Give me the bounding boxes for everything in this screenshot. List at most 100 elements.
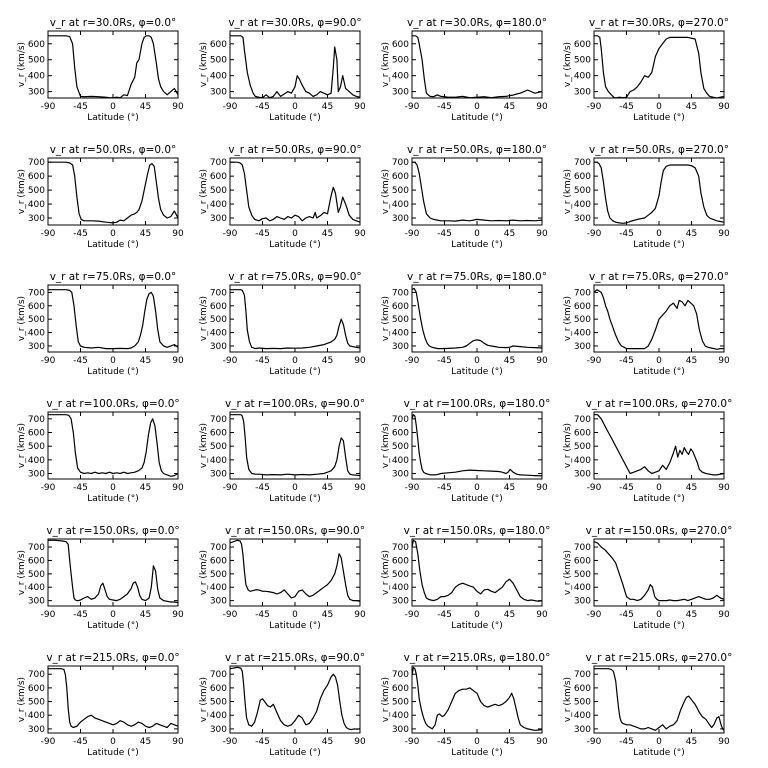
y-tick-label: 600 (210, 172, 227, 182)
panel: v_r at r=50.0Rs, φ=180.0° -90 -45 0 45 90 300 4… (381, 144, 548, 250)
x-tick-label: 0 (292, 737, 298, 747)
x-tick-label: -45 (73, 610, 88, 620)
y-tick-label: 600 (392, 40, 409, 50)
y-tick-label: 700 (28, 670, 45, 680)
x-axis-label: Latitude (°) (87, 494, 138, 504)
series-line (411, 287, 543, 350)
y-tick-label: 600 (28, 40, 45, 50)
x-tick-label: 0 (110, 356, 116, 366)
x-axis-label: Latitude (°) (87, 240, 138, 250)
x-tick-label: -45 (619, 102, 634, 112)
y-axis-label: v_r (km/s) (17, 423, 27, 468)
plot-frame (229, 665, 361, 734)
y-tick-label: 500 (210, 56, 227, 66)
series-line (48, 35, 179, 99)
y-tick-label: 400 (28, 583, 45, 593)
x-tick-label: 0 (292, 483, 298, 493)
x-tick-label: -90 (41, 737, 56, 747)
x-tick-label: 0 (474, 102, 480, 112)
x-tick-label: 45 (686, 229, 697, 239)
series-line (593, 289, 724, 350)
x-axis-label: Latitude (°) (451, 113, 502, 123)
x-tick-label: -45 (255, 483, 270, 493)
series-line (229, 666, 361, 731)
x-tick-label: 90 (718, 356, 730, 366)
plot-frame (411, 30, 543, 99)
y-tick-label: 600 (210, 40, 227, 50)
x-tick-label: 90 (354, 737, 366, 747)
y-tick-label: 700 (210, 670, 227, 680)
x-tick-label: -45 (255, 610, 270, 620)
y-tick-label: 400 (392, 456, 409, 466)
panel: v_r at r=100.0Rs, φ=0.0° -90 -45 0 45 90 300 40… (17, 398, 184, 504)
panel-title: v_r at r=150.0Rs, φ=0.0° (46, 525, 179, 537)
y-tick-label: 400 (392, 72, 409, 82)
x-tick-label: -90 (223, 356, 238, 366)
panel-title: v_r at r=215.0Rs, φ=90.0° (225, 652, 365, 664)
x-tick-label: -45 (437, 737, 452, 747)
x-axis-label: Latitude (°) (633, 494, 684, 504)
y-tick-label: 300 (28, 342, 45, 352)
y-tick-label: 300 (28, 725, 45, 735)
y-tick-label: 500 (210, 698, 227, 708)
y-tick-label: 300 (574, 88, 591, 98)
x-tick-label: -90 (405, 102, 420, 112)
y-axis-label: v_r (km/s) (199, 169, 209, 214)
x-tick-label: -45 (255, 229, 270, 239)
x-tick-label: 0 (656, 737, 662, 747)
x-tick-label: -45 (437, 483, 452, 493)
x-tick-label: -45 (255, 737, 270, 747)
x-tick-label: 0 (292, 102, 298, 112)
y-axis-label: v_r (km/s) (199, 550, 209, 595)
x-tick-label: 90 (536, 229, 548, 239)
y-tick-label: 700 (28, 288, 45, 298)
panel: v_r at r=30.0Rs, φ=270.0° -90 -45 0 45 90 300 4… (563, 17, 730, 123)
y-tick-label: 400 (210, 711, 227, 721)
series-line (594, 668, 725, 731)
x-tick-label: 90 (536, 356, 548, 366)
panel: v_r at r=150.0Rs, φ=90.0° -90 -45 0 45 90 300 4… (199, 525, 366, 631)
y-tick-label: 500 (574, 570, 591, 580)
y-tick-label: 700 (574, 543, 591, 553)
y-tick-label: 600 (392, 429, 409, 439)
x-tick-label: -90 (223, 229, 238, 239)
panel: v_r at r=100.0Rs, φ=270.0° -90 -45 0 45 90 300… (563, 398, 732, 504)
x-axis-label: Latitude (°) (633, 621, 684, 631)
x-axis-label: Latitude (°) (269, 113, 320, 123)
x-tick-label: -90 (405, 356, 420, 366)
panel: v_r at r=215.0Rs, φ=270.0° -90 -45 0 45 90 300… (563, 652, 732, 758)
x-tick-label: -90 (41, 102, 56, 112)
panel: v_r at r=100.0Rs, φ=90.0° -90 -45 0 45 90 300 4… (199, 398, 366, 504)
panel-title: v_r at r=75.0Rs, φ=0.0° (50, 271, 177, 283)
y-tick-label: 600 (392, 172, 409, 182)
y-tick-label: 300 (210, 597, 227, 607)
y-tick-label: 700 (574, 288, 591, 298)
x-tick-label: 90 (536, 102, 548, 112)
y-tick-label: 600 (574, 429, 591, 439)
y-tick-label: 300 (28, 214, 45, 224)
y-axis-label: v_r (km/s) (199, 677, 209, 722)
x-tick-label: 90 (354, 356, 366, 366)
y-tick-label: 700 (210, 543, 227, 553)
plot-frame (411, 538, 543, 607)
y-tick-label: 500 (392, 698, 409, 708)
x-tick-label: -90 (587, 483, 602, 493)
x-tick-label: -90 (405, 610, 420, 620)
y-tick-label: 600 (574, 172, 591, 182)
y-axis-label: v_r (km/s) (563, 169, 573, 214)
x-tick-label: 45 (140, 102, 151, 112)
x-tick-label: 45 (504, 737, 515, 747)
x-tick-label: 0 (656, 102, 662, 112)
y-tick-label: 300 (210, 725, 227, 735)
x-tick-label: 90 (172, 737, 184, 747)
x-tick-label: 90 (172, 483, 184, 493)
y-tick-label: 400 (210, 200, 227, 210)
y-tick-label: 300 (210, 470, 227, 480)
y-axis-label: v_r (km/s) (199, 296, 209, 341)
series-line (48, 414, 179, 477)
y-axis-label: v_r (km/s) (199, 423, 209, 468)
x-tick-label: -90 (587, 356, 602, 366)
panel-title: v_r at r=30.0Rs, φ=90.0° (228, 17, 361, 29)
series-line (412, 161, 543, 222)
panel-title: v_r at r=150.0Rs, φ=180.0° (404, 525, 551, 537)
